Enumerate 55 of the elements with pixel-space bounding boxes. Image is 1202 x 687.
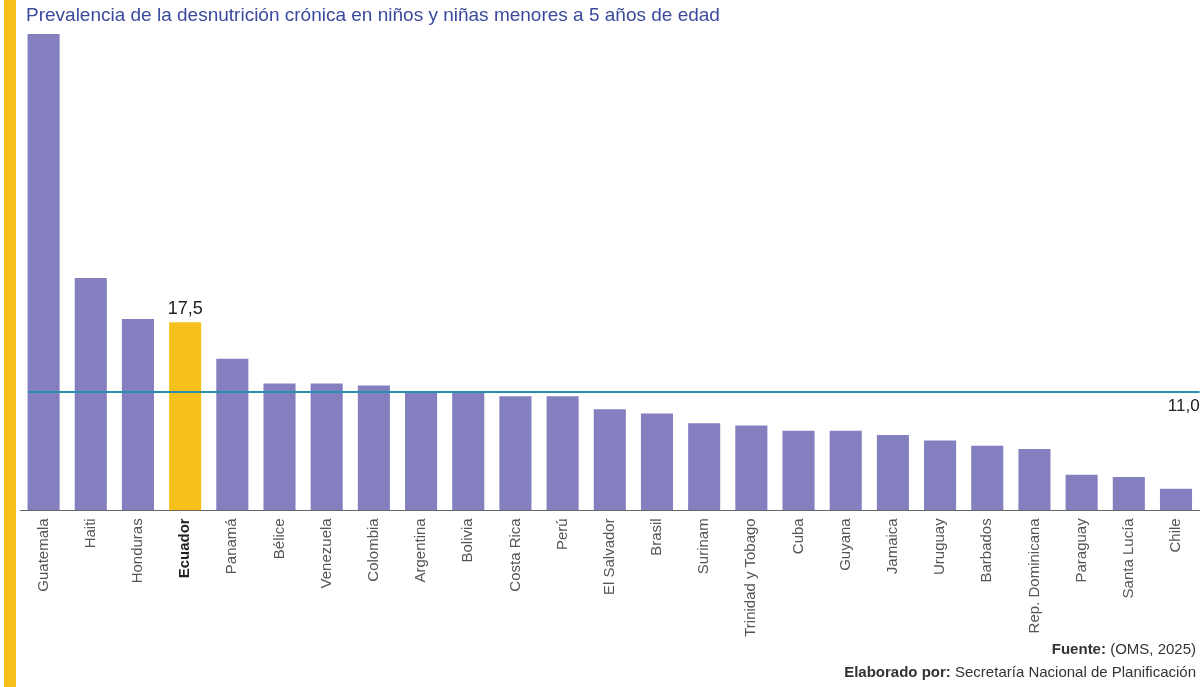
bar [1018, 449, 1051, 511]
bar [357, 385, 390, 511]
bar [1112, 476, 1145, 511]
bar [876, 435, 909, 511]
x-tick-label: Guyana [835, 517, 853, 571]
x-tick-label: El Salvador [599, 518, 617, 596]
x-tick-label: Venezuela [316, 517, 334, 589]
bar [735, 425, 768, 511]
x-tick-label: Barbados [977, 518, 995, 583]
x-tick-label: Surinam [694, 518, 712, 575]
bar [27, 34, 60, 511]
x-tick-label: Chile [1166, 518, 1184, 553]
bar [405, 392, 438, 511]
x-tick-label: Bélice [269, 518, 287, 560]
bar [216, 358, 249, 511]
text: Elaborado por: Secretaría Nacional de Planificación [844, 662, 1196, 682]
x-tick-label: Brasil [647, 518, 665, 556]
x-tick-label: Cuba [788, 517, 806, 555]
x-tick-label: Jamaica [883, 517, 901, 575]
x-tick-label: Ecuador [175, 518, 193, 579]
bar [263, 383, 296, 511]
bar [1065, 474, 1098, 511]
x-tick-label: Guatemala [33, 517, 51, 592]
bar [924, 440, 957, 511]
bar [310, 383, 343, 511]
bar [74, 278, 107, 511]
bar [971, 445, 1004, 511]
x-tick-label: Bolivia [458, 517, 476, 563]
data-label: 17,5 [167, 298, 203, 319]
x-tick-label: Rep. Dominicana [1024, 517, 1042, 634]
bar [688, 423, 721, 511]
x-tick-label: Trinidad y Tobago [741, 518, 759, 637]
x-tick-label: Colombia [364, 517, 382, 582]
bar [546, 396, 579, 511]
x-tick-label: Haiti [80, 518, 98, 549]
bar [1159, 488, 1193, 511]
bar [782, 430, 815, 511]
x-tick-label: Honduras [128, 518, 146, 584]
ref-line-label: 11,0 [1167, 396, 1200, 416]
bar [640, 413, 674, 511]
x-tick-label: Argentina [411, 517, 429, 583]
bar [593, 409, 626, 511]
x-tick-label: Santa Lucía [1118, 517, 1136, 599]
x-tick-label: Uruguay [930, 517, 948, 576]
x-tick-label: Panamá [222, 517, 240, 575]
bar [452, 392, 485, 511]
bar [169, 322, 202, 511]
x-tick-label: Perú [552, 518, 570, 551]
bar [121, 318, 154, 511]
x-tick-label: Paraguay [1071, 517, 1089, 583]
chart-title: Prevalencia de la desnutrición crónica en niños y niñas menores a 5 años de edad [26, 4, 720, 26]
bar [829, 430, 862, 511]
x-tick-label: Costa Rica [505, 517, 523, 592]
bar [499, 396, 532, 511]
source-note: Fuente: (OMS, 2025) [1050, 639, 1196, 659]
